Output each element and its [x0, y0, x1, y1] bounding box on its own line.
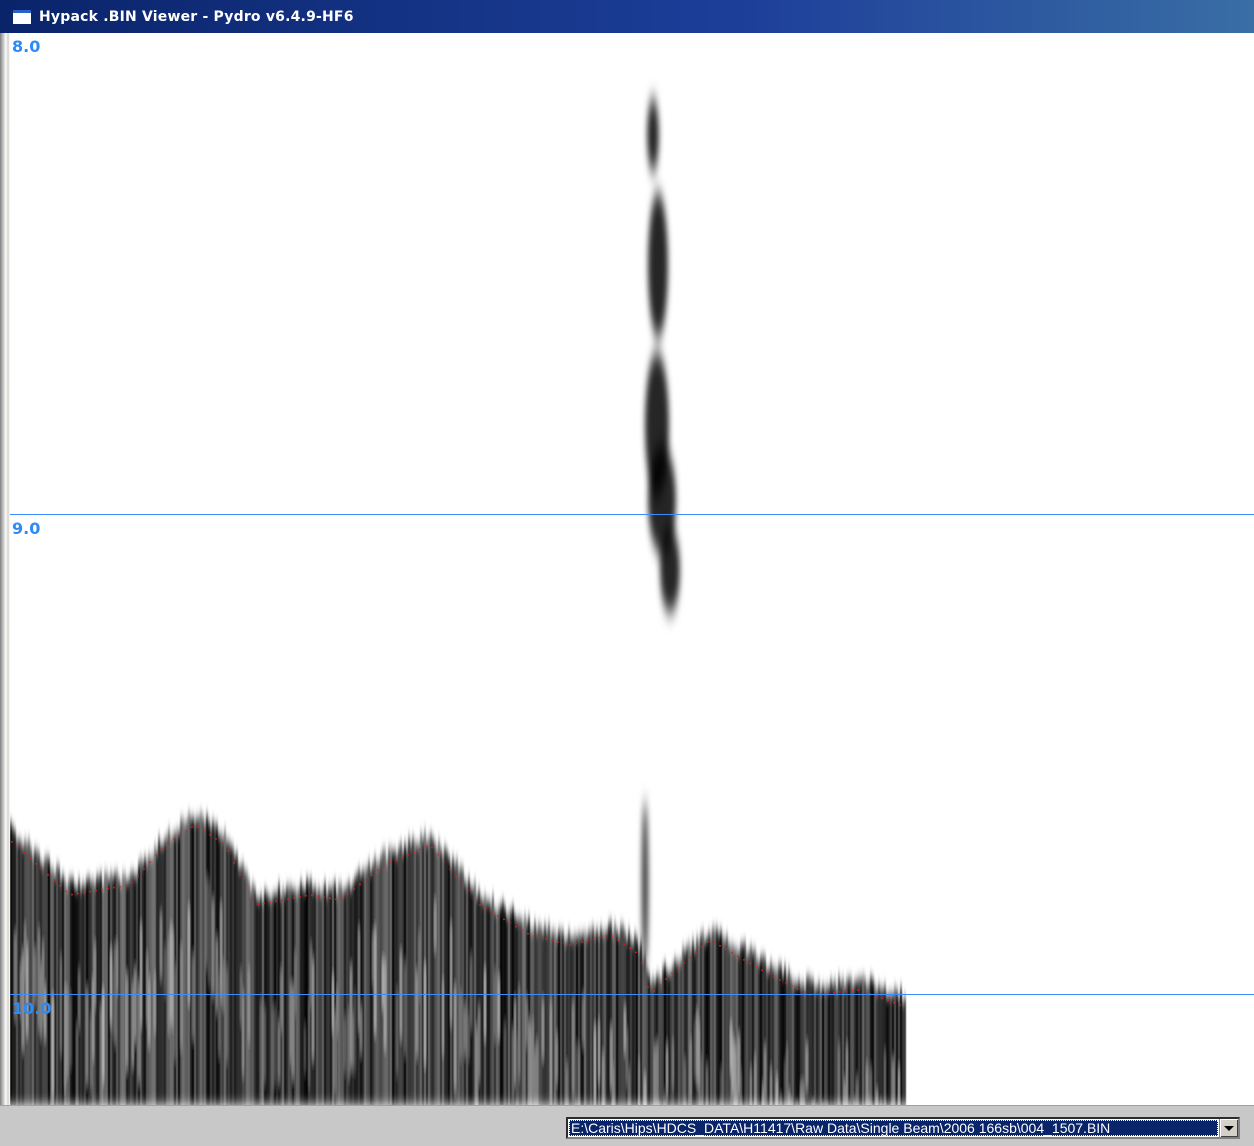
depth-gridline-9 [10, 514, 1254, 515]
echogram-image [10, 99, 906, 1105]
dropdown-button[interactable] [1219, 1119, 1238, 1137]
title-bar[interactable]: Hypack .BIN Viewer - Pydro v6.4.9-HF6 [0, 0, 1254, 33]
status-bar: E:\Caris\Hips\HDCS_DATA\H11417\Raw Data\… [0, 1105, 1254, 1146]
window-title: Hypack .BIN Viewer - Pydro v6.4.9-HF6 [39, 8, 354, 25]
depth-label-8: 8.0 [12, 37, 41, 56]
window-frame-left [0, 33, 10, 1108]
depth-gridline-10 [10, 994, 1254, 995]
depth-label-9: 9.0 [12, 519, 41, 538]
depth-label-10: 10.0 [12, 999, 52, 1018]
file-select-dropdown[interactable]: E:\Caris\Hips\HDCS_DATA\H11417\Raw Data\… [566, 1117, 1240, 1139]
chevron-down-icon [1224, 1125, 1234, 1131]
window-icon[interactable] [13, 9, 31, 24]
file-path-value[interactable]: E:\Caris\Hips\HDCS_DATA\H11417\Raw Data\… [569, 1120, 1218, 1136]
echogram-plot[interactable]: 8.0 9.0 10.0 [10, 35, 1254, 1105]
